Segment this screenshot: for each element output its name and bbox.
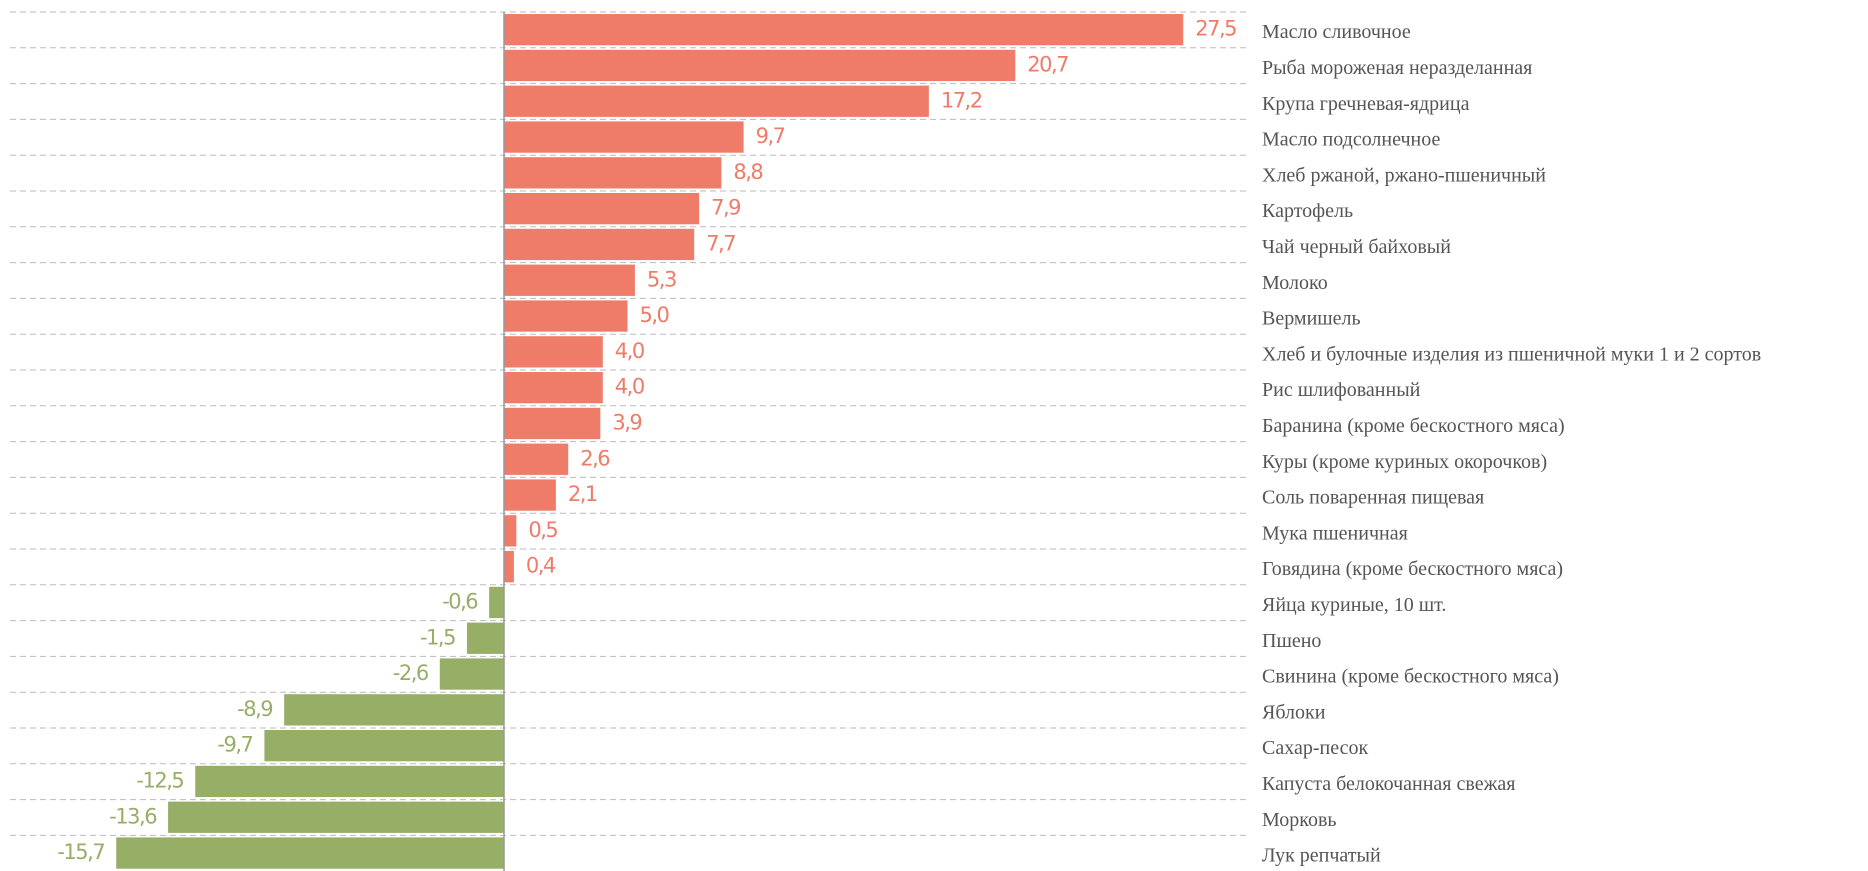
bar [504, 49, 1016, 82]
bar [504, 228, 695, 261]
value-label: -12,5 [136, 768, 183, 792]
value-label: 7,7 [706, 231, 735, 255]
value-label: 3,9 [612, 410, 641, 434]
bar [489, 586, 504, 619]
bar [284, 694, 504, 726]
category-label: Рис шлифованный [1262, 379, 1421, 401]
value-label: -0,6 [442, 589, 478, 613]
category-label: Морковь [1262, 809, 1337, 831]
bar [504, 121, 744, 153]
bar [504, 515, 517, 547]
value-label: -9,7 [217, 733, 252, 757]
bar [504, 14, 1184, 46]
value-label: 27,5 [1195, 17, 1236, 41]
value-label: -13,6 [109, 804, 157, 828]
value-label: -1,5 [420, 625, 455, 649]
value-label: 8,8 [733, 160, 762, 184]
bar [264, 730, 504, 762]
category-label: Молоко [1262, 272, 1328, 294]
category-label: Чай черный байховый [1262, 236, 1451, 258]
category-label: Хлеб ржаной, ржано-пшеничный [1262, 164, 1546, 186]
bar [195, 765, 504, 798]
category-label: Яйца куриные, 10 шт. [1262, 594, 1446, 616]
value-label: 7,9 [711, 196, 740, 220]
bar [439, 658, 504, 690]
bar [504, 551, 514, 583]
category-label: Масло подсолнечное [1262, 129, 1441, 151]
category-label: Баранина (кроме бескостного мяса) [1262, 415, 1565, 437]
bar [504, 85, 929, 117]
value-label: 2,6 [580, 446, 610, 470]
bar [504, 336, 603, 368]
value-label: 4,0 [615, 375, 644, 399]
category-label: Картофель [1262, 200, 1353, 222]
category-label: Соль поваренная пищевая [1262, 487, 1484, 509]
category-label: Лук репчатый [1262, 845, 1381, 867]
category-label: Мука пшеничная [1262, 522, 1408, 544]
bar [504, 264, 635, 296]
bar [504, 300, 628, 332]
bar [116, 837, 505, 869]
category-label: Яблоки [1262, 701, 1326, 723]
value-label: 20,7 [1027, 52, 1068, 76]
category-label: Куры (кроме куриных окорочков) [1262, 451, 1547, 473]
value-label: -8,9 [237, 697, 272, 721]
bar [504, 443, 569, 475]
category-label: Говядина (кроме бескостного мяса) [1262, 558, 1563, 580]
value-label: 17,2 [941, 88, 982, 112]
bar [504, 479, 556, 511]
bar [504, 372, 603, 404]
value-label: 9,7 [756, 124, 785, 148]
category-label: Капуста белокочанная свежая [1262, 773, 1515, 795]
value-label: 0,4 [526, 554, 556, 578]
bar [504, 193, 700, 225]
category-label: Пшено [1262, 630, 1321, 652]
value-label: 5,0 [640, 303, 669, 327]
value-label: 4,0 [615, 339, 644, 363]
value-label: -2,6 [393, 661, 429, 685]
bar [504, 407, 601, 440]
category-label: Крупа гречневая-ядрица [1262, 93, 1470, 115]
category-label: Свинина (кроме бескостного мяса) [1262, 666, 1559, 688]
value-label: 5,3 [647, 267, 676, 291]
bar [168, 801, 504, 833]
value-label: 0,5 [528, 518, 557, 542]
category-label: Рыба мороженая неразделанная [1262, 57, 1532, 79]
value-label: 2,1 [568, 482, 597, 506]
category-label: Вермишель [1262, 308, 1361, 330]
value-label: -15,7 [57, 840, 104, 864]
category-label: Масло сливочное [1262, 21, 1411, 43]
category-label: Сахар-песок [1262, 737, 1368, 759]
bar [504, 157, 722, 189]
bar [466, 622, 504, 654]
category-label: Хлеб и булочные изделия из пшеничной мук… [1262, 343, 1761, 365]
